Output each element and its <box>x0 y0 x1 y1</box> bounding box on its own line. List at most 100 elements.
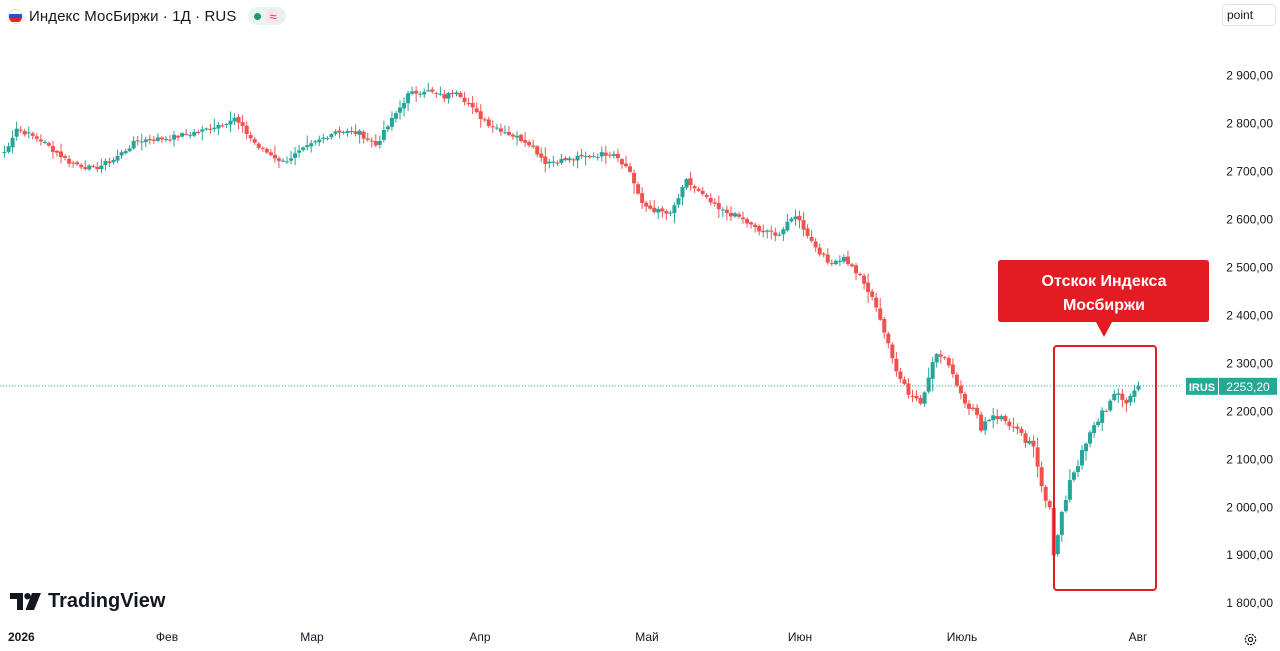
candle-body <box>163 139 168 141</box>
candle-body <box>268 152 273 156</box>
candle-body <box>127 148 132 152</box>
candle-103 <box>414 86 419 102</box>
candle-body <box>833 260 838 265</box>
candle-222 <box>894 351 899 377</box>
candle-81 <box>325 135 330 141</box>
candle-14 <box>54 149 59 157</box>
candle-187 <box>753 222 758 233</box>
candle-body <box>369 140 374 142</box>
candle-body <box>345 130 350 133</box>
candle-215 <box>866 273 871 303</box>
candle-237 <box>954 372 959 388</box>
candle-body <box>1124 399 1129 404</box>
candle-body <box>99 165 104 170</box>
candle-2 <box>6 142 11 154</box>
candle-body <box>1011 426 1016 428</box>
candle-270 <box>1088 430 1093 448</box>
candle-213 <box>858 272 863 277</box>
candle-242 <box>975 404 980 419</box>
price-axis-tick-11: 1 800,00 <box>1226 596 1273 610</box>
candle-body <box>87 165 92 170</box>
candle-body <box>200 129 205 132</box>
candle-body <box>498 128 503 132</box>
candle-96 <box>385 124 390 132</box>
candle-body <box>1088 432 1093 444</box>
candle-body <box>30 133 35 136</box>
candle-61 <box>244 121 249 140</box>
candle-body <box>515 135 520 138</box>
candle-body <box>50 146 55 152</box>
candle-107 <box>430 86 435 94</box>
candle-body <box>216 124 221 129</box>
candle-body <box>1136 385 1141 390</box>
candle-body <box>603 152 608 156</box>
candle-body <box>422 91 427 95</box>
market-status[interactable]: ≈ <box>248 7 286 25</box>
candle-98 <box>393 110 398 123</box>
candle-body <box>543 156 548 164</box>
candle-57 <box>228 111 233 132</box>
candle-116 <box>466 97 471 107</box>
candle-37 <box>147 134 152 145</box>
candle-72 <box>289 150 294 165</box>
candle-body <box>131 140 136 149</box>
candle-body <box>38 139 43 142</box>
candle-body <box>523 140 528 143</box>
candle-30 <box>119 149 124 160</box>
candle-body <box>1059 511 1064 535</box>
time-axis-label-7: Авг <box>1129 630 1148 644</box>
candle-body <box>22 130 27 135</box>
candle-body <box>511 134 516 137</box>
candle-body <box>135 140 140 142</box>
candle-body <box>636 184 641 194</box>
candle-198 <box>797 210 802 229</box>
candle-body <box>280 160 285 162</box>
candle-body <box>559 158 564 163</box>
candle-188 <box>757 224 762 236</box>
candle-body <box>519 134 524 142</box>
candle-body <box>1023 433 1028 443</box>
candle-271 <box>1092 421 1097 438</box>
candle-body <box>684 179 689 188</box>
candle-body <box>1063 500 1068 512</box>
candle-175 <box>704 193 709 199</box>
candle-65 <box>260 146 265 153</box>
candle-body <box>486 119 491 126</box>
candle-17 <box>67 155 72 167</box>
chart-header: Индекс МосБиржи · 1Д · RUS ≈ <box>8 5 286 27</box>
candle-body <box>54 150 59 153</box>
candle-106 <box>426 82 431 92</box>
candle-body <box>724 209 729 214</box>
candle-139 <box>559 153 564 165</box>
candle-body <box>765 230 770 232</box>
candle-body <box>442 94 447 99</box>
candle-body <box>640 193 645 203</box>
candle-179 <box>720 207 725 217</box>
scale-mode-button[interactable]: point <box>1222 4 1276 26</box>
symbol-title[interactable]: Индекс МосБиржи · 1Д · RUS <box>29 7 237 25</box>
candle-155 <box>623 155 628 168</box>
candle-194 <box>781 226 786 242</box>
candle-body <box>1084 443 1089 452</box>
candle-26 <box>103 158 108 171</box>
candle-body <box>46 143 51 146</box>
candle-body <box>825 254 830 263</box>
candle-240 <box>967 400 972 415</box>
candle-253 <box>1019 426 1024 436</box>
candle-body <box>531 145 536 147</box>
candle-216 <box>870 288 875 301</box>
candle-245 <box>987 418 992 422</box>
candle-221 <box>890 342 895 364</box>
settings-gear-icon[interactable] <box>1243 632 1258 647</box>
price-axis-tick-7: 2 200,00 <box>1226 404 1273 418</box>
candle-body <box>410 91 415 94</box>
candle-206 <box>829 259 834 267</box>
candle-49 <box>196 129 201 135</box>
candle-22 <box>87 164 92 171</box>
candle-body <box>276 158 281 161</box>
candle-54 <box>216 121 221 136</box>
candle-273 <box>1100 407 1105 432</box>
candle-127 <box>511 132 516 140</box>
candle-227 <box>914 390 919 402</box>
candle-134 <box>539 147 544 163</box>
